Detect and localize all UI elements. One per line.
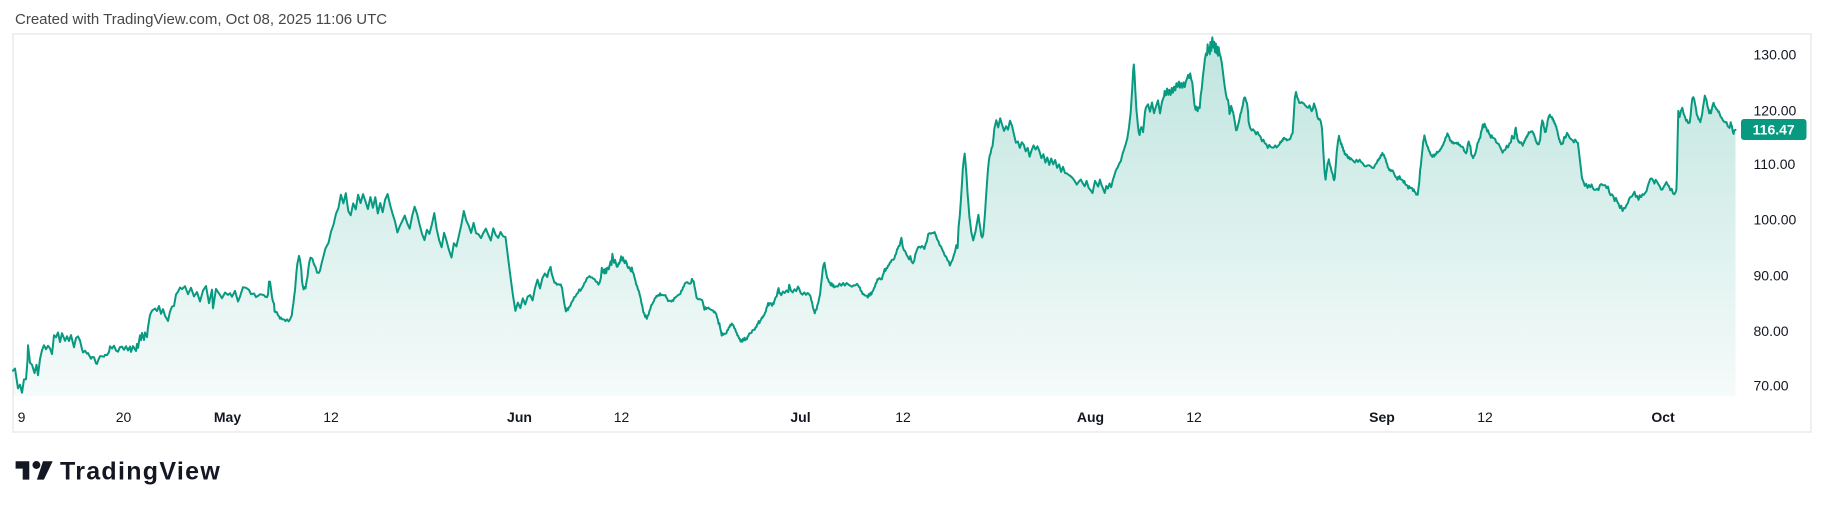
svg-text:70.00: 70.00 [1754,378,1789,394]
svg-text:Jul: Jul [790,409,810,425]
svg-text:120.00: 120.00 [1754,103,1797,119]
svg-text:90.00: 90.00 [1754,268,1789,284]
svg-text:12: 12 [1186,409,1202,425]
svg-text:May: May [214,409,241,425]
svg-text:12: 12 [895,409,911,425]
svg-text:20: 20 [116,409,132,425]
svg-text:Aug: Aug [1077,409,1104,425]
svg-text:Oct: Oct [1651,409,1675,425]
svg-text:Sep: Sep [1369,409,1395,425]
svg-text:80.00: 80.00 [1754,323,1789,339]
svg-text:116.47: 116.47 [1753,122,1795,138]
svg-text:Jun: Jun [507,409,532,425]
svg-text:12: 12 [323,409,339,425]
svg-text:Created with TradingView.com,: Created with TradingView.com, Oct 08, 20… [15,11,387,28]
svg-text:130.00: 130.00 [1754,47,1797,63]
svg-text:12: 12 [1477,409,1493,425]
svg-text:TradingView: TradingView [60,458,221,486]
svg-text:12: 12 [614,409,630,425]
svg-text:9: 9 [18,409,26,425]
svg-text:110.00: 110.00 [1754,156,1796,172]
svg-text:100.00: 100.00 [1754,212,1797,228]
